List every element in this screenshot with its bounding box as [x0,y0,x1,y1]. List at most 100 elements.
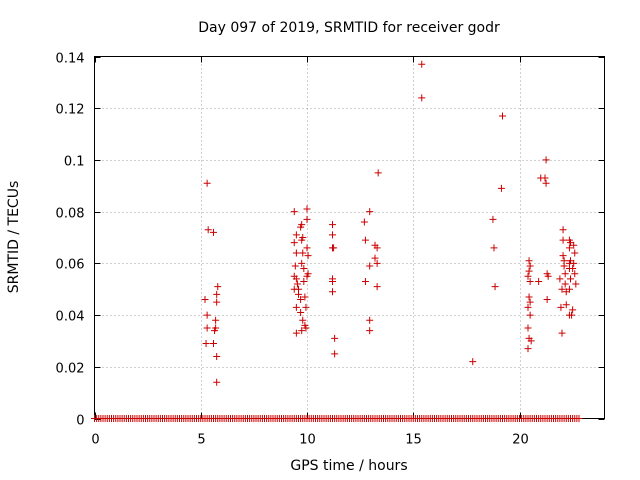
data-point [210,228,217,236]
data-point [542,156,550,164]
data-point [213,378,221,386]
axis-ticks [94,56,605,420]
data-point [210,340,217,348]
data-point [299,249,307,257]
y-axis-label: SRMTID / TECUs [6,181,22,294]
x-axis-tick-labels: 0 5 10 15 20 [91,433,528,448]
data-point [329,231,336,239]
data-point [524,272,532,280]
data-point [543,296,551,304]
x-axis-label: GPS time / hours [290,458,407,474]
data-point [360,218,368,226]
zero-data-point [575,415,583,422]
data-point [535,277,543,285]
data-point [542,179,550,187]
x-tick-label: 5 [197,433,205,448]
data-point [292,231,300,239]
data-point [499,112,506,120]
data-point [331,334,339,342]
data-point [292,275,300,283]
data-point [524,345,532,353]
data-point [525,257,533,265]
plot-frame [94,56,605,419]
y-tick-label: 0.1 [64,155,85,170]
data-point [568,311,576,319]
y-tick-label: 0.08 [56,207,85,222]
y-tick-label: 0.04 [56,310,85,325]
data-point [565,285,573,293]
data-point [298,236,306,244]
data-point [491,283,499,291]
data-point [202,340,210,348]
data-point [544,272,552,280]
data-point [203,311,211,319]
data-point [561,270,569,278]
data-point [212,316,220,324]
data-point [302,324,310,332]
data-point [297,308,305,316]
data-point [290,285,298,293]
data-point [203,324,211,332]
data-point [304,270,312,278]
data-point [567,275,574,283]
data-point [559,236,567,244]
data-point [559,252,567,260]
data-point [524,303,532,311]
data-point [366,262,374,270]
data-point [557,303,565,311]
data-point [298,221,306,229]
data-point [214,283,222,291]
data-point [293,280,301,288]
data-point [302,303,310,311]
data-point [527,337,535,345]
data-point [524,324,532,332]
data-point [373,283,381,291]
data-point [525,293,533,301]
data-point [300,265,308,273]
data-point [329,277,336,285]
data-point [489,215,497,223]
data-point [570,241,578,249]
data-point [558,329,566,337]
data-point [290,239,298,247]
x-tick-label: 0 [91,433,99,448]
data-point [213,298,221,306]
data-point [329,288,336,296]
data-point [298,259,306,267]
data-point [571,249,579,257]
x-tick-label: 10 [299,433,316,448]
data-point [571,270,579,278]
data-point [371,254,379,262]
data-point [297,296,305,304]
data-point [203,179,211,187]
data-point [569,265,577,273]
data-point [291,262,299,270]
chart-title: Day 097 of 2019, SRMTID for receiver god… [198,20,500,36]
data-point [292,329,300,337]
data-point [526,277,534,285]
data-point [361,277,369,285]
data-point [300,277,308,285]
data-point [526,311,534,319]
data-point [331,350,339,358]
data-point [330,244,338,252]
data-point [303,205,311,213]
x-tick-label: 20 [512,433,529,448]
data-point [304,252,312,260]
data-point [526,298,534,306]
data-point [366,316,374,324]
y-tick-label: 0.02 [56,362,85,377]
data-point [569,306,577,314]
y-tick-label: 0.14 [56,52,85,67]
data-point [497,184,505,192]
data-point [373,244,381,252]
data-point [366,208,374,216]
data-point [201,296,209,304]
data-point [525,267,533,275]
data-point [290,208,298,216]
data-point [213,290,221,298]
data-point [565,244,573,252]
grid-lines [94,56,605,419]
data-point [526,262,534,270]
data-point [366,327,374,335]
